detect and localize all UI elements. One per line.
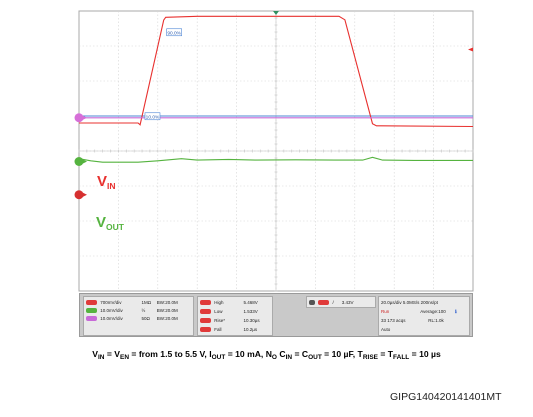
trigger-mode-row: Auto: [381, 326, 390, 333]
series-labels: VIN VOUT: [96, 173, 125, 232]
channel-2-bandwidth: BW:20.0M: [156, 308, 178, 314]
trigger-panel: / 3.43V: [306, 296, 376, 308]
figure-caption: VIN = VEN = from 1.5 to 5.5 V, IOUT = 10…: [92, 349, 441, 361]
measurement-row-fall: Fall 10.2µs: [200, 326, 257, 333]
measurement-badge: [200, 309, 211, 315]
channel-1-impedance: 1MΩ: [141, 300, 152, 306]
channel-2-scale: 10.0mV/div: [100, 308, 123, 314]
measurement-badge: [200, 318, 211, 324]
series-line-vout: [78, 156, 473, 163]
grid: [78, 10, 474, 292]
series-line-vin: [79, 15, 474, 128]
channel-row-2: 10.0mV/div ½ BW:20.0M: [86, 307, 178, 314]
measurement-name: Fall: [214, 327, 222, 333]
trigger-channel-badge: [318, 300, 330, 306]
channel-row-1: 700mV/div 1MΩ BW:20.0M: [86, 299, 178, 306]
measurement-panel: High 5.468V Low 1.533V Rise* 10.30µs Fal…: [197, 296, 273, 336]
acquisitions-row: 33 173 acqs RL:1.0k: [381, 317, 444, 324]
scope-status-bar: 700mV/div 1MΩ BW:20.0M 10.0mV/div ½ BW:2…: [79, 293, 473, 337]
trigger-row: / 3.43V: [309, 299, 354, 306]
channel-2-badge: [86, 308, 97, 314]
channel-3-bandwidth: BW:20.0M: [156, 316, 178, 322]
channel-1-bandwidth: BW:20.0M: [156, 300, 178, 306]
measurement-name: Rise*: [214, 318, 226, 324]
trigger-position-icon: [273, 11, 279, 15]
channel-marker-arrow: [82, 192, 87, 198]
info-icon: ℹ: [454, 309, 457, 315]
trigger-level-icon: [468, 47, 473, 52]
series-group: 90.0% 10.0%: [78, 11, 474, 163]
acquisition-count: 33 173 acqs: [381, 318, 406, 324]
channel-row-3: 10.0mV/div 50Ω BW:20.0M: [86, 315, 178, 322]
timebase-row: 20.0µs/div 5.0MS/s 200ns/pt: [381, 299, 438, 306]
average-count: Average:100: [420, 309, 446, 315]
series-label-vin: VIN: [97, 173, 116, 191]
channel-settings-panel: 700mV/div 1MΩ BW:20.0M 10.0mV/div ½ BW:2…: [83, 296, 194, 336]
measurement-row-rise: Rise* 10.30µs: [200, 317, 260, 324]
run-state: Run: [381, 309, 390, 315]
measurement-row-high: High 5.468V: [200, 299, 258, 306]
trigger-source-badge: [309, 300, 315, 306]
trigger-level: 3.43V: [341, 300, 354, 306]
timebase-settings: 20.0µs/div 5.0MS/s 200ns/pt: [381, 300, 438, 306]
channel-marker-2: [74, 157, 84, 166]
channel-marker-3: [74, 190, 84, 200]
acquisition-mode-row: Run Average:100 ℹ: [381, 308, 457, 315]
measurement-row-low: Low 1.533V: [200, 308, 258, 315]
figure-id: GIPG140420141401MT: [390, 391, 502, 403]
trigger-mode: Auto: [381, 327, 391, 333]
channel-3-badge: [86, 316, 97, 322]
measurement-value: 10.2µs: [243, 327, 258, 333]
channel-1-scale: 700mV/div: [100, 300, 122, 306]
channel-markers: [74, 113, 87, 200]
measurement-value: 5.468V: [243, 300, 258, 306]
annotation-label: 10.0%: [146, 114, 160, 120]
channel-marker-arrow: [82, 159, 87, 164]
channel-2-impedance: ½: [141, 308, 146, 314]
annotation-label: 90.0%: [167, 30, 181, 36]
channel-marker-arrow: [82, 115, 87, 121]
channel-3-impedance: 50Ω: [141, 316, 150, 322]
channel-marker-1: [74, 113, 84, 123]
channel-1-badge: [86, 300, 97, 306]
measurement-name: Low: [214, 309, 223, 315]
measurement-value: 1.533V: [243, 309, 258, 315]
trigger-slope: /: [332, 300, 334, 306]
measurement-badge: [200, 327, 211, 333]
annotation-box: [144, 112, 161, 121]
record-length: RL:1.0k: [428, 318, 444, 324]
measurement-badge: [200, 300, 211, 306]
channel-3-scale: 10.0mV/div: [100, 316, 123, 322]
timebase-panel: 20.0µs/div 5.0MS/s 200ns/pt Run Average:…: [378, 296, 470, 336]
series-label-vout: VOUT: [96, 214, 125, 232]
oscilloscope-plot: 90.0% 10.0% VIN VOUT: [74, 10, 474, 292]
measurement-name: High: [214, 300, 224, 306]
measurement-value: 10.30µs: [243, 318, 260, 324]
annotation-box: [166, 28, 182, 37]
